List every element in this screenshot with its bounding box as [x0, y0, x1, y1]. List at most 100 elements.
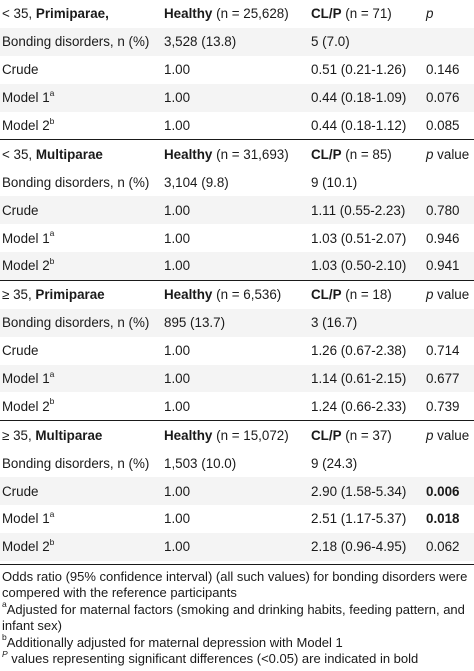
- p-value-header-cell: p value: [424, 139, 474, 169]
- healthy-value-cell: 1,503 (10.0): [162, 449, 309, 478]
- healthy-value-cell: 1.00: [162, 505, 309, 533]
- clp-header-label: CL/P: [311, 287, 342, 303]
- row-label: Model 1: [2, 230, 50, 246]
- clp-header-label: CL/P: [311, 427, 342, 443]
- row-label-superscript: a: [49, 368, 55, 379]
- row-label-cell: Model 2b: [0, 111, 162, 140]
- row-label-superscript: b: [49, 396, 55, 407]
- p-value-header-p: p: [426, 6, 434, 22]
- row-label: Bonding disorders, n (%): [2, 34, 150, 50]
- clp-value-cell: 9 (24.3): [309, 449, 424, 478]
- p-value-header-p: p: [426, 427, 434, 443]
- p-value-header-cell: p: [424, 0, 474, 28]
- clp-header-cell: CL/P (n = 71): [309, 0, 424, 28]
- group-header-row: ≥ 35, Multiparae Healthy (n = 15,072) CL/P…: [0, 420, 474, 450]
- clp-value-cell: 1.11 (0.55-2.23): [309, 196, 424, 225]
- row-label: Bonding disorders, n (%): [2, 174, 150, 190]
- clp-value-cell: 0.44 (0.18-1.12): [309, 111, 424, 140]
- group-header-row: < 35, Multiparae Healthy (n = 31,693) CL/P…: [0, 139, 474, 169]
- p-value-cell: [424, 168, 474, 197]
- row-label-superscript: a: [49, 509, 55, 519]
- healthy-header-n: (n = 15,072): [216, 427, 289, 443]
- row-label-cell: Model 2b: [0, 532, 162, 561]
- row-label-cell: Crude: [0, 196, 162, 225]
- row-label-cell: Bonding disorders, n (%): [0, 27, 162, 56]
- row-label: Model 1: [2, 90, 50, 106]
- healthy-value-cell: 1.00: [162, 364, 309, 393]
- p-value-cell: 0.714: [424, 336, 474, 365]
- table-row: Bonding disorders, n (%) 1,503 (10.0) 9 (2…: [0, 449, 474, 478]
- p-value-header-suffix: value: [433, 287, 470, 303]
- p-value-cell: 0.739: [424, 392, 474, 421]
- healthy-value-cell: 1.00: [162, 224, 309, 253]
- results-table: < 35, Primiparae, Healthy (n = 25,628) CL/…: [0, 0, 474, 561]
- healthy-header-n: (n = 6,536): [216, 287, 282, 303]
- clp-header-n: (n = 71): [345, 6, 392, 22]
- clp-value-cell: 2.18 (0.96-4.95): [309, 532, 424, 561]
- healthy-value-cell: 3,528 (13.8): [162, 27, 309, 56]
- clp-header-cell: CL/P (n = 85): [309, 139, 424, 169]
- healthy-header-label: Healthy: [164, 287, 213, 303]
- p-value-cell: 0.146: [424, 55, 474, 84]
- row-label: Model 2: [2, 539, 50, 555]
- table-row: Model 2b 1.00 2.18 (0.96-4.95) 0.062: [0, 532, 474, 561]
- healthy-value-cell: 1.00: [162, 477, 309, 506]
- p-value-header-cell: p value: [424, 279, 474, 309]
- p-value-cell: 0.076: [424, 83, 474, 112]
- clp-value-cell: 2.51 (1.17-5.37): [309, 505, 424, 533]
- clp-value-cell: 0.44 (0.18-1.09): [309, 83, 424, 112]
- row-label-cell: Model 1a: [0, 505, 162, 533]
- table-row: Crude 1.00 2.90 (1.58-5.34) 0.006: [0, 477, 474, 506]
- footnote-odds-ratio: Odds ratio (95% confidence interval) (al…: [2, 568, 468, 601]
- p-value-cell: [424, 449, 474, 478]
- footnote-b-marker: b: [2, 632, 7, 643]
- p-value-cell: 0.085: [424, 111, 474, 140]
- clp-header-cell: CL/P (n = 18): [309, 279, 424, 309]
- footnote-p-marker: P: [2, 648, 8, 659]
- p-value-cell: 0.006: [424, 477, 474, 506]
- clp-value-cell: 9 (10.1): [309, 168, 424, 197]
- footnote-b-text: Additionally adjusted for maternal depre…: [6, 634, 343, 650]
- healthy-value-cell: 1.00: [162, 392, 309, 421]
- healthy-value-cell: 1.00: [162, 532, 309, 561]
- table-row: Model 1a 1.00 1.03 (0.51-2.07) 0.946: [0, 224, 474, 253]
- table-row: Model 2b 1.00 0.44 (0.18-1.12) 0.085: [0, 111, 474, 140]
- row-label-superscript: b: [49, 115, 55, 126]
- healthy-value-cell: 1.00: [162, 111, 309, 140]
- table-row: Model 2b 1.00 1.24 (0.66-2.33) 0.739: [0, 392, 474, 421]
- table-row: Crude 1.00 0.51 (0.21-1.26) 0.146: [0, 55, 474, 84]
- p-value-header-suffix: value: [433, 427, 470, 443]
- table-row: Crude 1.00 1.26 (0.67-2.38) 0.714: [0, 336, 474, 365]
- clp-value-cell: 5 (7.0): [309, 27, 424, 56]
- footnote-p-text: values representing significant differen…: [7, 651, 419, 667]
- table-row: Model 1a 1.00 2.51 (1.17-5.37) 0.018: [0, 505, 474, 533]
- p-value-header-p: p: [426, 287, 434, 303]
- p-value-cell: [424, 27, 474, 56]
- healthy-value-cell: 1.00: [162, 336, 309, 365]
- row-label-cell: Crude: [0, 336, 162, 365]
- row-label-cell: Bonding disorders, n (%): [0, 308, 162, 337]
- row-label-cell: Model 2b: [0, 252, 162, 281]
- p-value-cell: [424, 308, 474, 337]
- table-row: Bonding disorders, n (%) 3,104 (9.8) 9 (10…: [0, 168, 474, 197]
- row-label: Model 1: [2, 511, 50, 527]
- table-row: Model 1a 1.00 0.44 (0.18-1.09) 0.076: [0, 83, 474, 112]
- group-label-bold: Primiparae: [35, 287, 105, 303]
- row-label-superscript: a: [49, 87, 55, 98]
- clp-value-cell: 0.51 (0.21-1.26): [309, 55, 424, 84]
- footnote-a-marker: a: [2, 599, 7, 610]
- p-value-cell: 0.677: [424, 364, 474, 393]
- group-header-row: < 35, Primiparae, Healthy (n = 25,628) CL/…: [0, 0, 474, 28]
- healthy-value-cell: 1.00: [162, 196, 309, 225]
- group-label-bold: Multiparae: [35, 146, 103, 162]
- row-label-superscript: a: [49, 228, 55, 239]
- healthy-value-cell: 1.00: [162, 252, 309, 281]
- row-label-cell: Bonding disorders, n (%): [0, 168, 162, 197]
- table-row: Model 1a 1.00 1.14 (0.61-2.15) 0.677: [0, 364, 474, 393]
- healthy-value-cell: 1.00: [162, 55, 309, 84]
- footnote-a: aAdjusted for maternal factors (smoking …: [2, 599, 472, 635]
- results-table-body: < 35, Primiparae, Healthy (n = 25,628) CL/…: [0, 0, 474, 561]
- table-row: Model 2b 1.00 1.03 (0.50-2.10) 0.941: [0, 252, 474, 281]
- row-label-cell: Model 1a: [0, 224, 162, 253]
